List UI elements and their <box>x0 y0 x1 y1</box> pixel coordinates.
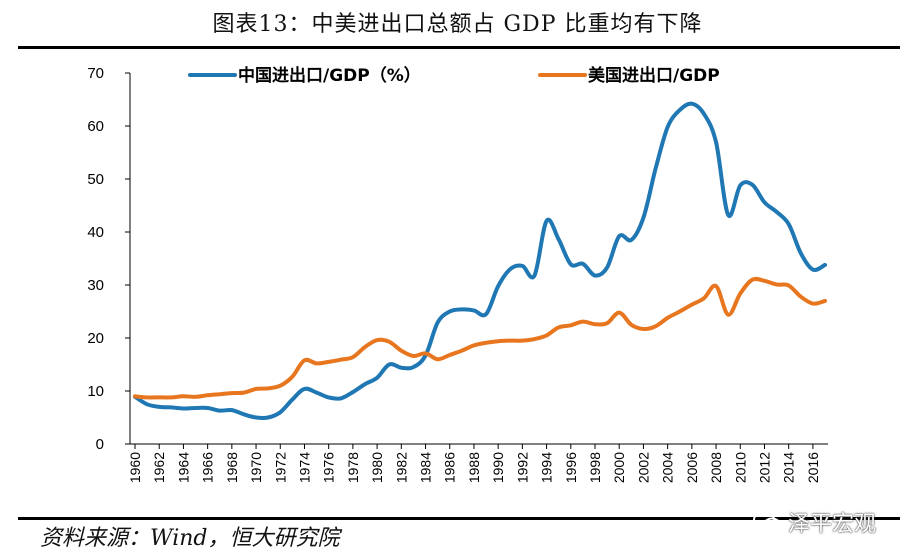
x-tick-label: 1984 <box>418 452 434 483</box>
x-tick-label: 1996 <box>563 452 579 483</box>
series-line-china <box>133 101 827 421</box>
x-tick-label: 2008 <box>708 452 724 483</box>
x-tick-label: 2016 <box>805 452 821 483</box>
x-tick-label: 1974 <box>296 452 312 483</box>
y-tick-label: 30 <box>87 277 104 294</box>
chart-title: 图表13：中美进出口总额占 GDP 比重均有下降 <box>212 12 703 37</box>
x-tick-label: 1966 <box>200 452 216 483</box>
legend-label-china: 中国进出口/GDP（%） <box>238 65 421 86</box>
x-tick-label: 2004 <box>660 452 676 483</box>
x-tick-label: 2014 <box>781 452 797 483</box>
chart-ticks: 0 10 20 30 40 50 60 70 1960 1962 1964 1966 1968 1970 1… <box>87 65 821 483</box>
source-note: 资料来源：Wind，恒大研究院 <box>40 526 340 551</box>
x-tick-label: 1992 <box>514 452 530 483</box>
chart-canvas: 0 10 20 30 40 50 60 70 1960 1962 1964 1966 1968 1970 1… <box>87 65 828 483</box>
x-tick-label: 1970 <box>248 452 264 483</box>
legend-label-us: 美国进出口/GDP <box>588 65 720 86</box>
x-tick-label: 1994 <box>539 452 555 483</box>
chart-legend: 中国进出口/GDP（%） 美国进出口/GDP <box>188 65 720 86</box>
y-tick-label: 0 <box>96 436 104 453</box>
x-tick-label: 1964 <box>175 452 191 483</box>
chart-axes <box>129 73 828 445</box>
y-tick-label: 40 <box>87 224 104 241</box>
wechat-icon <box>753 511 781 533</box>
x-tick-label: 2006 <box>684 452 700 483</box>
x-tick-label: 2002 <box>635 452 651 483</box>
series-line-us <box>133 276 827 400</box>
title-divider <box>18 46 900 49</box>
x-tick-label: 1982 <box>393 452 409 483</box>
x-tick-label: 1978 <box>345 452 361 483</box>
x-tick-label: 2010 <box>732 452 748 483</box>
x-tick-label: 2000 <box>611 452 627 483</box>
y-tick-label: 10 <box>87 383 104 400</box>
chart-series <box>133 101 827 421</box>
y-tick-label: 20 <box>87 330 104 347</box>
y-tick-label: 60 <box>87 118 104 135</box>
x-tick-label: 1960 <box>127 452 143 483</box>
x-tick-label: 1980 <box>369 452 385 483</box>
watermark-text: 泽平宏观 <box>788 512 877 537</box>
x-tick-label: 2012 <box>756 452 772 483</box>
x-tick-label: 1990 <box>490 452 506 483</box>
watermark: 泽平宏观 <box>752 506 876 538</box>
x-tick-label: 1972 <box>272 452 288 483</box>
x-tick-label: 1962 <box>151 452 167 483</box>
y-tick-label: 50 <box>87 171 104 188</box>
x-tick-label: 1976 <box>321 452 337 483</box>
x-tick-label: 1998 <box>587 452 603 483</box>
x-tick-label: 1988 <box>466 452 482 483</box>
x-tick-label: 1968 <box>224 452 240 483</box>
y-tick-label: 70 <box>87 65 104 82</box>
source-divider <box>18 517 900 520</box>
x-tick-label: 1986 <box>442 452 458 483</box>
